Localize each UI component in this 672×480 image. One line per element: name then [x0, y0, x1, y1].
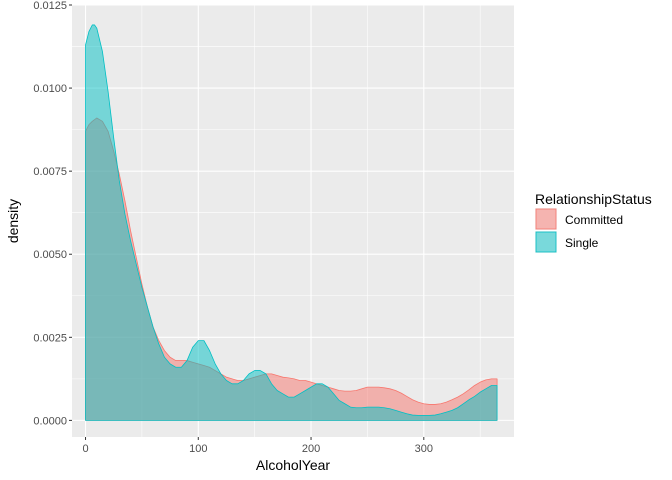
y-tick-label-1: 0.0025 — [33, 332, 67, 344]
legend-swatch-single — [535, 231, 557, 253]
x-axis: 0 100 200 300 — [82, 437, 433, 455]
y-tick-label-4: 0.0100 — [33, 83, 67, 95]
x-tick-label-3: 300 — [415, 443, 433, 455]
y-axis: 0.0000 0.0025 0.0050 0.0075 0.0100 0.0125 — [33, 0, 72, 427]
x-tick-label-2: 200 — [302, 443, 320, 455]
legend-title: RelationshipStatus — [535, 191, 652, 207]
legend-label-committed: Committed — [565, 213, 623, 227]
legend-item-committed: Committed — [535, 208, 623, 230]
y-tick-label-5: 0.0125 — [33, 0, 67, 12]
y-tick-label-2: 0.0050 — [33, 249, 67, 261]
y-tick-label-3: 0.0075 — [33, 166, 67, 178]
x-tick-label-1: 100 — [189, 443, 207, 455]
legend-item-single: Single — [535, 231, 599, 253]
density-area-single — [85, 24, 498, 421]
x-tick-label-0: 0 — [82, 443, 88, 455]
legend: RelationshipStatus Committed Single — [535, 191, 652, 253]
legend-label-single: Single — [565, 236, 599, 250]
x-axis-title: AlcoholYear — [256, 457, 331, 473]
grid-minor — [72, 5, 514, 437]
y-tick-label-0: 0.0000 — [33, 415, 67, 427]
legend-swatch-committed — [535, 208, 557, 230]
series-layer — [85, 24, 498, 421]
y-axis-title: density — [5, 199, 21, 243]
